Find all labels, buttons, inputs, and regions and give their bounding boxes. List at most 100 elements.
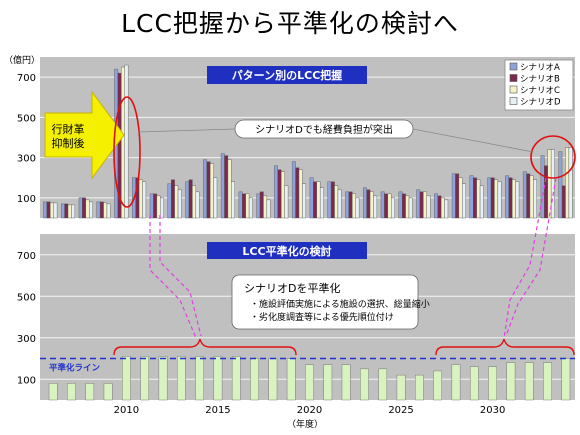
- bar-3: [281, 171, 285, 219]
- bar-4: [568, 147, 573, 219]
- x-tick-label: 2025: [388, 405, 413, 416]
- bar-2: [508, 177, 513, 219]
- bar-2: [401, 193, 406, 219]
- y-tick-label: 100: [17, 194, 36, 205]
- bar-3: [529, 175, 534, 219]
- legend-swatch: [509, 74, 518, 82]
- level-bar: [433, 370, 442, 401]
- legend-swatch: [509, 62, 518, 71]
- page-title: LCC把握から平準化の検討へ: [121, 9, 459, 38]
- level-bar: [506, 362, 516, 401]
- level-bar: [268, 358, 278, 401]
- unit-label: （億円）: [4, 54, 40, 66]
- level-line-label: 平準化ライン: [49, 363, 101, 374]
- brace-right: [435, 338, 575, 356]
- level-bar: [396, 374, 406, 401]
- bar-1: [167, 183, 172, 219]
- bar-1: [558, 151, 563, 219]
- bar-4: [479, 185, 484, 219]
- bar-3: [387, 193, 392, 219]
- bar-1: [291, 161, 296, 219]
- bar-2: [82, 197, 86, 219]
- bar-4: [462, 183, 466, 219]
- bar-1: [43, 201, 48, 219]
- bar-3: [227, 159, 232, 219]
- level-bar: [103, 383, 113, 401]
- bar-2: [64, 203, 69, 219]
- chart-title-box-2: [207, 242, 367, 259]
- bar-4: [533, 179, 537, 219]
- bar-3: [298, 169, 303, 219]
- bar-2: [348, 191, 353, 219]
- level-bar: [67, 383, 76, 401]
- arrow-shape: [44, 90, 125, 180]
- bar-4: [106, 203, 111, 219]
- bar-1: [309, 177, 314, 219]
- y-tick-label: 500: [17, 113, 36, 124]
- bar-4: [515, 181, 520, 219]
- legend-swatch: [509, 97, 518, 105]
- bar-1: [203, 159, 207, 219]
- info-box-line: ・施設評価実施による施設の選択、総量縮小: [250, 298, 430, 310]
- bar-3: [334, 185, 339, 219]
- bar-4: [71, 204, 76, 219]
- bar-3: [440, 197, 445, 219]
- bar-1: [78, 197, 83, 219]
- bar-3: [156, 195, 161, 219]
- bar-2: [419, 191, 424, 219]
- x-tick-label: 2010: [114, 405, 139, 416]
- bar-4: [319, 187, 324, 219]
- bar-2: [437, 195, 442, 219]
- level-bar: [341, 364, 351, 401]
- level-bar: [323, 364, 333, 401]
- bar-4: [213, 177, 218, 219]
- level-bar: [286, 358, 296, 401]
- bar-1: [398, 191, 403, 219]
- bar-3: [405, 195, 410, 219]
- bar-1: [256, 193, 261, 219]
- bar-2: [561, 185, 566, 219]
- bar-1: [60, 203, 65, 219]
- bar-4: [124, 64, 129, 219]
- level-bar: [85, 383, 95, 401]
- bar-4: [160, 197, 164, 219]
- level-bar: [231, 356, 241, 401]
- bar-2: [188, 179, 193, 219]
- bar-4: [53, 202, 58, 219]
- bar-1: [522, 171, 527, 219]
- bar-2: [384, 193, 389, 219]
- y-tick-label: 500: [17, 292, 36, 303]
- bar-2: [473, 177, 477, 219]
- bar-3: [494, 179, 499, 219]
- bar-3: [103, 202, 108, 219]
- bar-3: [352, 193, 356, 219]
- bar-1: [327, 181, 332, 219]
- level-bar: [177, 356, 186, 401]
- bar-2: [295, 167, 300, 219]
- callout-text: シナリオDでも経費負担が突出: [255, 123, 393, 136]
- bar-1: [363, 187, 367, 219]
- bar-3: [138, 179, 143, 219]
- level-bar: [48, 383, 58, 401]
- info-box: [231, 274, 419, 330]
- y-tick-label: 300: [17, 154, 36, 165]
- level-bar: [213, 356, 223, 401]
- highlight-ellipse-right: [530, 135, 576, 179]
- bar-3: [245, 193, 250, 219]
- bar-3: [423, 191, 427, 219]
- bar-3: [50, 202, 54, 219]
- bar-2: [259, 191, 264, 219]
- dashed-arrow-right-a: [503, 177, 547, 339]
- level-bar: [469, 366, 479, 401]
- x-tick-label: 2020: [297, 405, 322, 416]
- bar-4: [248, 197, 253, 219]
- level-bar: [378, 368, 388, 401]
- bar-4: [231, 181, 235, 219]
- bar-3: [121, 66, 125, 219]
- level-bar: [305, 364, 314, 401]
- bar-1: [416, 189, 421, 219]
- bar-2: [99, 201, 104, 219]
- bar-2: [366, 189, 371, 219]
- bar-2: [153, 193, 158, 219]
- bar-2: [490, 177, 495, 219]
